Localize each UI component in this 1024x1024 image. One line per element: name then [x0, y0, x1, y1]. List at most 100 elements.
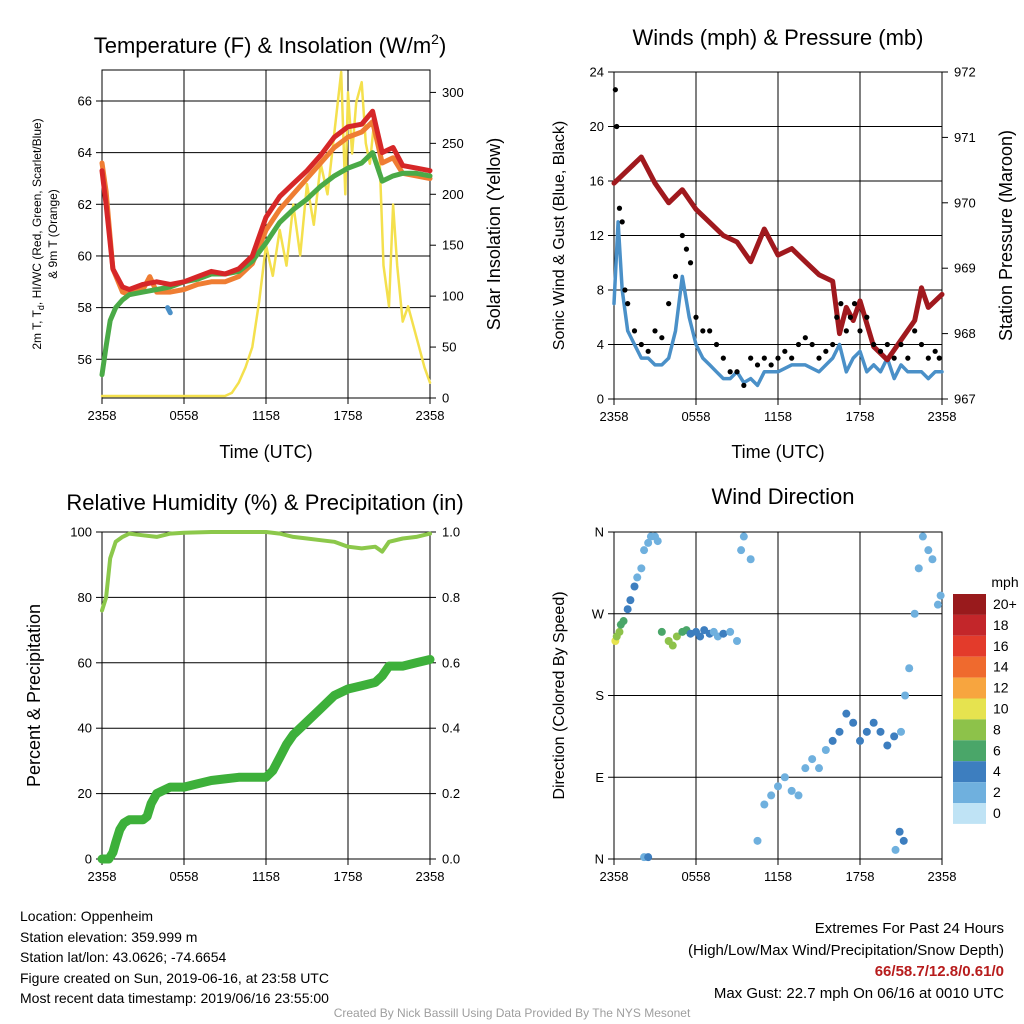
x-tick-label: 0558	[170, 408, 199, 423]
direction-point	[626, 596, 635, 605]
gust-point	[891, 355, 897, 361]
gust-point	[683, 246, 690, 252]
direction-point	[933, 600, 942, 609]
direction-point	[899, 836, 908, 845]
gust-point	[912, 328, 918, 334]
direction-point	[862, 727, 871, 736]
y-right-tick-label: 0.0	[442, 852, 460, 867]
direction-point	[780, 773, 789, 782]
x-tick-label: 2358	[88, 408, 117, 423]
gust-point	[754, 362, 761, 368]
direction-point	[891, 845, 900, 854]
y-tick-label: 20	[590, 119, 604, 134]
x-axis-label: Time (UTC)	[731, 442, 824, 462]
series-wind-line	[612, 220, 944, 388]
direction-point	[753, 836, 762, 845]
credit-text: Created By Nick Bassill Using Data Provi…	[333, 1006, 691, 1020]
gust-point	[838, 301, 844, 307]
y-tick-label: S	[595, 688, 604, 703]
x-tick-label: 1758	[334, 869, 363, 884]
x-tick-label: 1158	[252, 408, 280, 423]
series-rh-line	[100, 530, 432, 613]
gust-point	[679, 232, 685, 239]
gust-point	[877, 348, 884, 354]
series-precip-line	[97, 655, 435, 864]
gust-point	[612, 87, 618, 93]
panel-title: Relative Humidity (%) & Precipitation (i…	[66, 490, 463, 515]
title-superscript: 2	[431, 31, 439, 47]
direction-point	[883, 741, 892, 750]
direction-point	[914, 564, 923, 573]
gust-point	[775, 355, 781, 361]
series-pressure-line	[611, 154, 945, 363]
y-right-tick-label: 971	[954, 130, 976, 145]
gust-point	[802, 335, 808, 341]
direction-point	[849, 718, 858, 727]
gust-point	[614, 123, 620, 130]
y-axis-label: Sonic Wind & Gust (Blue, Black)	[551, 121, 568, 350]
x-tick-label: 0558	[170, 869, 199, 884]
direction-point	[630, 582, 639, 591]
y-right-axis-label: Solar Insolation (Yellow)	[484, 138, 504, 330]
y-label-subscript: d	[36, 305, 46, 310]
gust-point	[851, 301, 858, 307]
legend-label: 14	[993, 659, 1009, 675]
direction-point	[821, 746, 830, 754]
direction-point	[918, 532, 927, 541]
extremes-values: 66/58.7/12.8/0.61/0	[874, 963, 1004, 980]
panel-title: Temperature (F) & Insolation (W/m2)	[94, 31, 447, 58]
gust-point	[652, 328, 658, 334]
x-tick-label: 2358	[416, 869, 445, 884]
legend-swatch	[953, 656, 986, 678]
gust-point	[936, 355, 942, 361]
y-tick-label: 60	[78, 248, 92, 263]
direction-point	[835, 727, 844, 736]
direction-point	[936, 591, 945, 600]
gust-point	[768, 362, 774, 368]
gust-point	[659, 335, 665, 341]
direction-point	[623, 605, 632, 614]
location-text: Location: Oppenheim	[20, 908, 154, 924]
direction-point	[910, 609, 919, 618]
x-tick-label: 2358	[88, 869, 117, 884]
y-right-tick-label: 0.6	[442, 655, 460, 670]
direction-point	[672, 632, 681, 641]
gust-point	[687, 260, 694, 266]
y-tick-label: 8	[597, 283, 604, 298]
legend-label: 0	[993, 805, 1001, 821]
legend-label: 12	[993, 680, 1009, 696]
gust-point	[625, 301, 631, 307]
gust-point	[713, 341, 720, 348]
y-axis-label: Direction (Colored By Speed)	[551, 591, 568, 799]
direction-point	[644, 538, 653, 547]
direction-point	[895, 827, 904, 836]
title-end: )	[439, 33, 446, 58]
gust-point	[809, 341, 815, 348]
gust-point	[631, 328, 638, 334]
y-tick-label: 12	[590, 228, 604, 243]
direction-point	[733, 637, 741, 645]
y-tick-label: 62	[78, 197, 92, 212]
direction-point	[928, 555, 937, 564]
direction-point	[640, 546, 649, 555]
y-tick-label: N	[595, 852, 604, 867]
x-tick-label: 1158	[764, 409, 792, 424]
direction-point	[615, 627, 624, 636]
direction-point	[828, 736, 837, 745]
gust-point	[720, 355, 726, 361]
latlon-text: Station lat/lon: 43.0626; -74.6654	[20, 949, 227, 965]
y-axis-label: 2m T, Td, HI/WC (Red, Green, Scarlet/Blu…	[30, 118, 46, 349]
direction-point	[653, 537, 662, 546]
gust-point	[693, 314, 699, 320]
legend-swatch	[953, 803, 986, 824]
gust-point	[864, 314, 870, 320]
gust-point	[727, 369, 733, 375]
y-tick-label: 80	[78, 590, 92, 605]
y-right-tick-label: 969	[954, 261, 976, 276]
x-axis-label: Time (UTC)	[219, 442, 312, 462]
direction-point	[668, 641, 677, 650]
direction-point	[739, 532, 748, 541]
gust-point	[700, 328, 706, 334]
y-tick-label: 60	[78, 655, 92, 670]
